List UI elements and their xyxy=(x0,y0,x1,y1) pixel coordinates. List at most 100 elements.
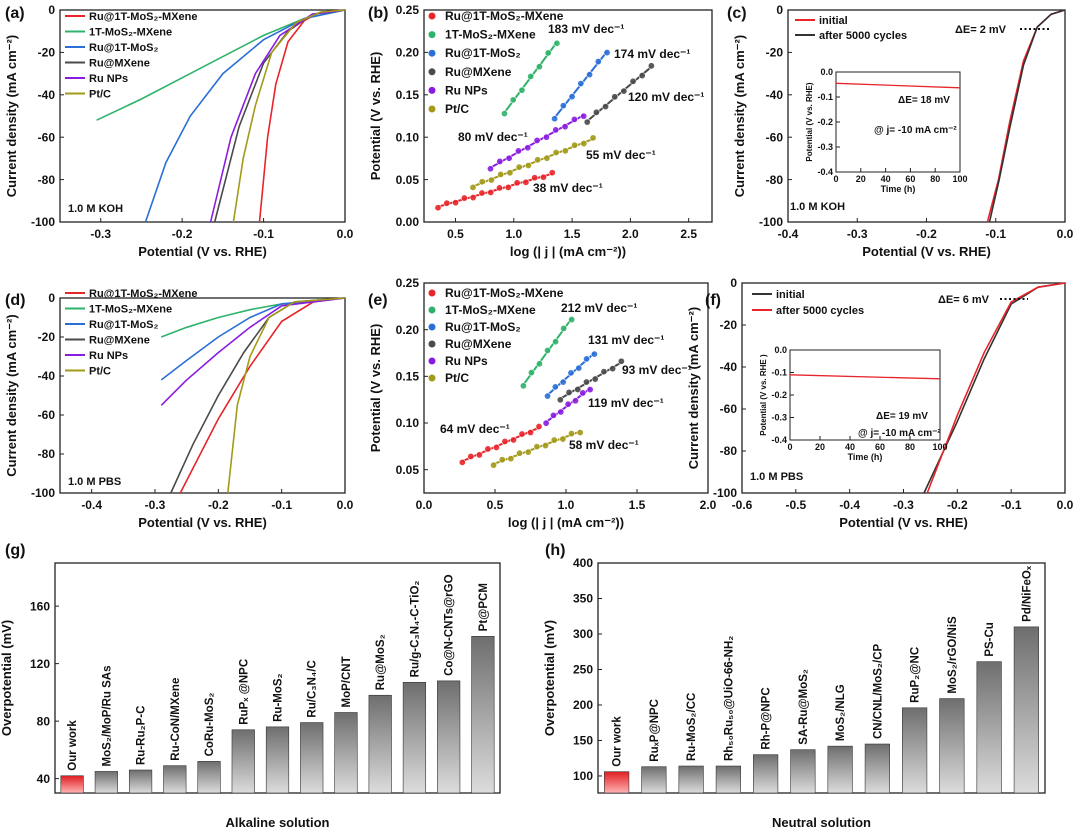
series-line xyxy=(988,9,1066,223)
panel-label: (f) xyxy=(705,292,721,309)
legend-swatch xyxy=(428,49,436,57)
legend-label: after 5000 cycles xyxy=(819,30,907,42)
data-point xyxy=(574,385,582,393)
y-tick-label: 300 xyxy=(573,627,593,641)
data-point xyxy=(501,437,509,445)
annotation: 1.0 M PBS xyxy=(68,476,121,488)
data-point xyxy=(443,199,451,207)
x-tick-label: 1.5 xyxy=(629,498,646,512)
x-axis-label: Potential (V vs. RHE) xyxy=(839,515,968,530)
data-point xyxy=(535,360,543,368)
plot-frame xyxy=(59,9,346,223)
bar xyxy=(827,745,853,794)
panel-label: (g) xyxy=(5,542,25,559)
data-point xyxy=(579,389,587,397)
legend-label: 1T-MoS₂-MXene xyxy=(445,303,536,317)
y-tick-label: 0.0 xyxy=(774,345,787,355)
annotation: 1.0 M KOH xyxy=(68,203,123,215)
x-tick-label: -0.2 xyxy=(947,498,968,512)
y-axis-label: Potential (V vs. RHE) xyxy=(368,52,383,181)
data-point xyxy=(580,140,588,148)
data-point xyxy=(592,108,600,116)
y-tick-label: -0.2 xyxy=(817,117,833,127)
data-point xyxy=(531,174,539,182)
x-tick-label: 80 xyxy=(905,442,915,452)
x-tick-label: 60 xyxy=(905,174,915,184)
y-tick-label: 250 xyxy=(573,663,593,677)
bar-label: Ru@MoS₂ xyxy=(375,634,387,690)
x-tick-label: 100 xyxy=(932,442,947,452)
y-tick-label: -60 xyxy=(38,408,56,422)
y-tick-label: 0.05 xyxy=(396,463,420,477)
bar-label: Ru-MoS₂ xyxy=(273,673,285,722)
bar xyxy=(715,765,741,794)
x-tick-label: -0.2 xyxy=(172,227,193,241)
y-tick-label: -0.4 xyxy=(817,167,833,177)
slope-label: 212 mV dec⁻¹ xyxy=(561,301,637,315)
data-point xyxy=(507,455,515,463)
y-tick-label: -40 xyxy=(720,360,738,374)
data-point xyxy=(586,71,594,79)
y-tick-label: 0.15 xyxy=(396,370,420,384)
bar xyxy=(790,749,816,794)
x-tick-label: -0.1 xyxy=(271,498,292,512)
legend-label: Ru@1T-MoS₂-MXene xyxy=(445,9,564,23)
bar-label: SA-Ru@MoS₂ xyxy=(798,669,810,745)
legend-swatch xyxy=(428,86,436,94)
data-point xyxy=(561,147,569,155)
data-point xyxy=(460,194,468,202)
legend-label: Ru NPs xyxy=(89,73,128,85)
data-point xyxy=(602,103,610,111)
bar xyxy=(471,636,495,794)
data-point xyxy=(490,461,498,469)
y-tick-label: -40 xyxy=(38,369,56,383)
series-line xyxy=(227,297,346,494)
y-tick-label: 0.00 xyxy=(396,215,420,229)
data-point xyxy=(603,49,611,57)
x-tick-label: 1.0 xyxy=(558,498,575,512)
legend-label: 1T-MoS₂-MXene xyxy=(89,27,172,39)
y-tick-label: 0.20 xyxy=(396,323,420,337)
data-point xyxy=(647,62,655,70)
data-point xyxy=(498,456,506,464)
x-tick-label: 0.0 xyxy=(1057,498,1074,512)
legend-label: Pt/C xyxy=(445,102,469,116)
annotation: ΔE= 6 mV xyxy=(938,294,990,306)
data-point xyxy=(571,397,579,405)
data-point xyxy=(467,452,475,460)
data-point xyxy=(504,183,512,191)
y-axis-label: Current density (mA cm⁻²) xyxy=(686,307,701,469)
data-point xyxy=(496,157,504,165)
bar xyxy=(1013,626,1039,794)
data-point xyxy=(478,178,486,186)
bar xyxy=(128,769,153,794)
bar xyxy=(604,771,630,794)
data-point xyxy=(543,154,551,162)
y-tick-label: -0.3 xyxy=(817,142,833,152)
x-tick-label: 0.0 xyxy=(1057,227,1074,241)
data-point xyxy=(591,375,599,383)
y-tick-label: -80 xyxy=(720,444,738,458)
bar-label: Our work xyxy=(612,716,624,767)
x-tick-label: 0.0 xyxy=(337,498,354,512)
y-axis-label: Overpotential (mV) xyxy=(542,620,557,736)
x-tick-label: 40 xyxy=(881,174,891,184)
legend-swatch xyxy=(428,12,436,20)
data-point xyxy=(570,115,578,123)
y-tick-label: 350 xyxy=(573,592,593,606)
x-tick-label: -0.4 xyxy=(778,227,799,241)
bar-label: CoRu-MoS₂ xyxy=(204,693,216,757)
y-tick-label: 0.10 xyxy=(396,416,420,430)
y-axis-label: Potential (V vs. RHE ) xyxy=(759,354,768,436)
x-tick-label: 60 xyxy=(875,442,885,452)
x-tick-label: -0.3 xyxy=(145,498,166,512)
x-tick-label: -0.6 xyxy=(732,498,753,512)
panel-label: (h) xyxy=(545,542,565,559)
data-point xyxy=(535,63,543,71)
x-tick-label: 80 xyxy=(930,174,940,184)
data-point xyxy=(583,355,591,363)
data-point xyxy=(576,429,584,437)
bar-label: PS-Cu xyxy=(984,622,996,657)
legend-label: initial xyxy=(776,289,805,301)
